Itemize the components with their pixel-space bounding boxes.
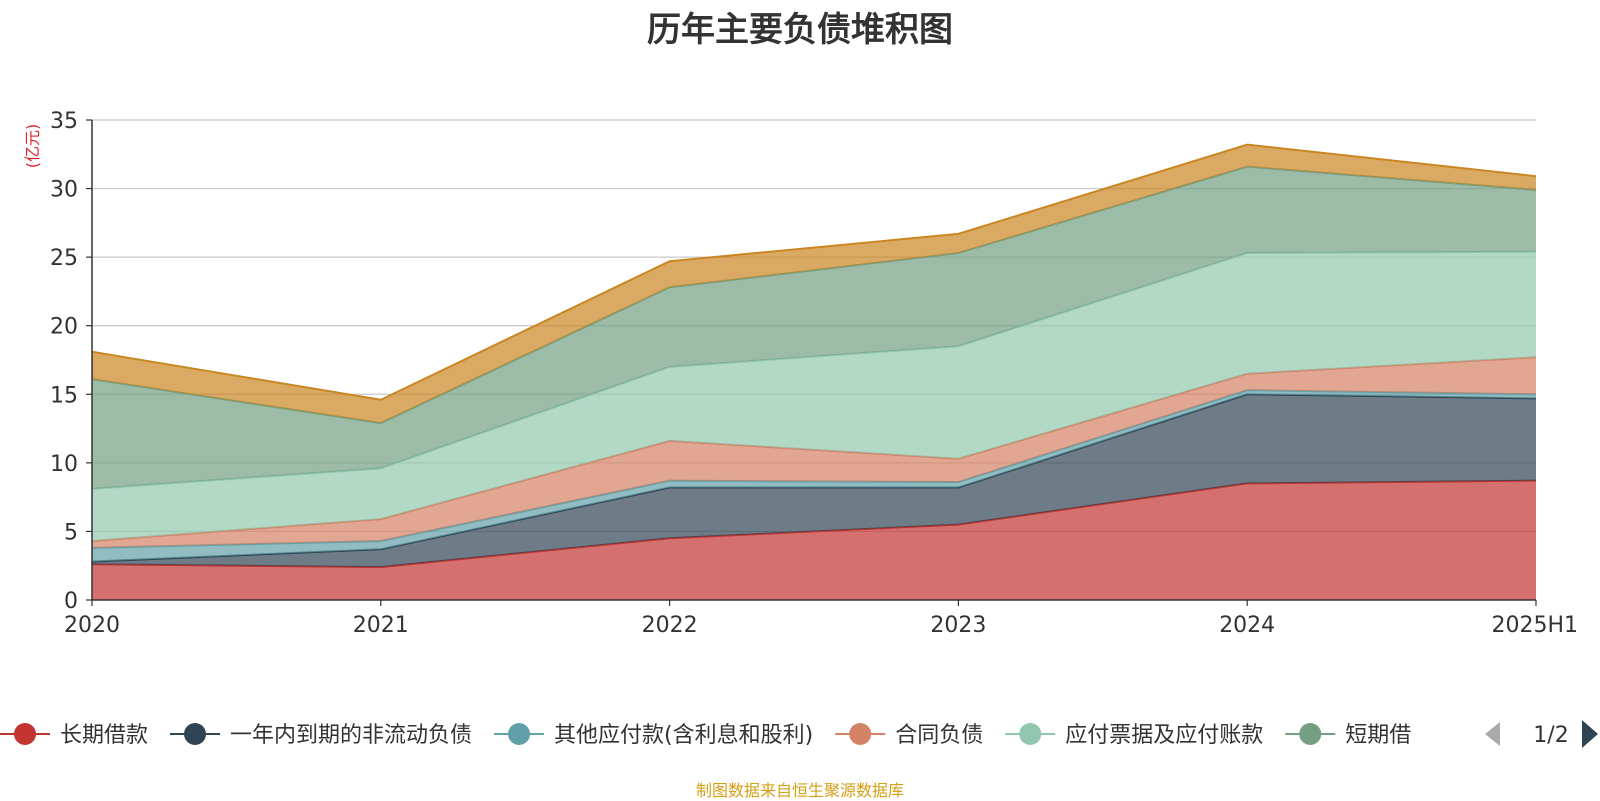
y-tick-label: 25 (50, 246, 78, 271)
series-line-4 (91, 250, 1537, 490)
legend-swatch-dot (1019, 723, 1042, 745)
legend-item[interactable]: 合同负债 (835, 723, 983, 748)
x-tick-label: 2022 (642, 613, 698, 638)
x-tick-label: 2023 (930, 613, 986, 638)
legend-item[interactable]: 其他应付款(含利息和股利) (494, 723, 813, 748)
y-axis-label: (亿元) (23, 124, 42, 169)
y-tick-label: 35 (50, 109, 78, 134)
area-series-0 (92, 480, 1536, 600)
y-tick-label: 0 (64, 589, 78, 614)
legend-label: 合同负债 (895, 723, 983, 748)
x-tick-label: 2025H1 (1491, 613, 1578, 638)
legend-label: 其他应付款(含利息和股利) (554, 723, 813, 748)
legend-swatch-dot (508, 723, 531, 745)
area-series-5 (92, 166, 1536, 489)
data-source-note: 制图数据来自恒生聚源数据库 (695, 781, 904, 800)
area-series-4 (92, 251, 1536, 542)
x-tick-label: 2020 (64, 613, 120, 638)
legend[interactable]: 长期借款 一年内到期的非流动负债 其他应付款(含利息和股利) 合同负债 应付票据及应付账… (0, 720, 1598, 748)
legend-label: 应付票据及应付账款 (1065, 723, 1263, 748)
legend-label: 一年内到期的非流动负债 (230, 723, 472, 748)
legend-label: 短期借 (1345, 723, 1411, 748)
legend-item[interactable]: 一年内到期的非流动负债 (170, 723, 472, 748)
legend-items: 长期借款 一年内到期的非流动负债 其他应付款(含利息和股利) 合同负债 应付票据及应付账… (0, 723, 1411, 748)
legend-page-indicator: 1/2 (1533, 723, 1568, 748)
y-tick-label: 5 (64, 520, 78, 545)
x-tick-label: 2024 (1219, 613, 1275, 638)
axes: 0 5 10 15 20 25 30 35 2020 2021 2022 2023 2024 2025H1… (23, 109, 1578, 638)
area-series (91, 143, 1537, 600)
legend-swatch-dot (1299, 723, 1322, 745)
legend-label: 长期借款 (60, 723, 148, 748)
legend-item[interactable]: 应付票据及应付账款 (1005, 723, 1263, 748)
series-line-5 (91, 165, 1537, 425)
legend-swatch-dot (14, 723, 36, 745)
legend-swatch-dot (184, 723, 207, 745)
area-series-1 (92, 394, 1536, 568)
x-tick-label: 2021 (353, 613, 409, 638)
legend-prev-page-icon[interactable] (1485, 722, 1500, 746)
legend-item[interactable]: 长期借款 (0, 723, 148, 748)
y-tick-label: 15 (50, 383, 78, 408)
y-tick-label: 10 (50, 452, 78, 477)
y-tick-label: 30 (50, 178, 78, 203)
legend-swatch-dot (849, 723, 872, 745)
y-tick-label: 20 (50, 315, 78, 340)
series-line-6 (91, 143, 1537, 401)
legend-item[interactable]: 短期借 (1285, 723, 1411, 748)
legend-pager[interactable]: 1/2 (1485, 720, 1598, 748)
chart-title: 历年主要负债堆积图 (647, 10, 953, 50)
legend-next-page-icon[interactable] (1582, 720, 1598, 748)
area-series-6 (92, 144, 1536, 424)
